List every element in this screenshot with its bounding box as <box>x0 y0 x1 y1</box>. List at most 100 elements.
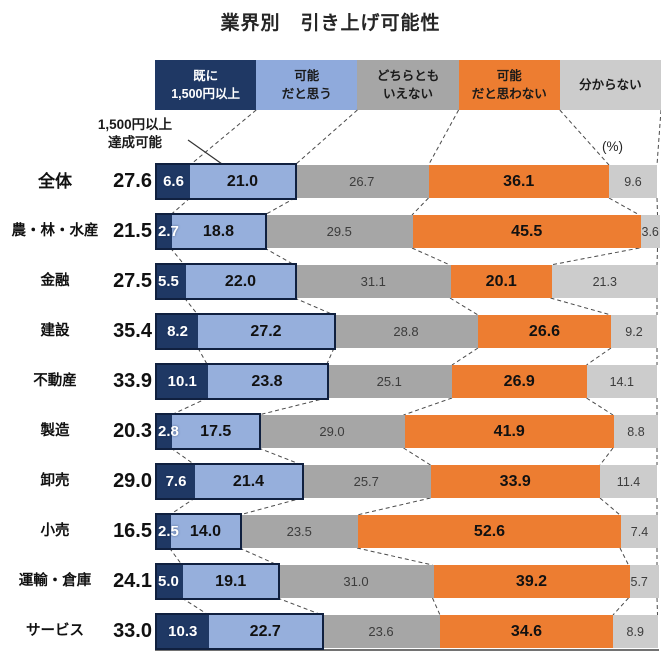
segment-value: 34.6 <box>510 622 543 640</box>
bar-segment: 14.0 <box>170 515 241 548</box>
bar-segment: 2.7 <box>157 215 179 248</box>
chart-row: サービス 33.0 10.3 22.7 23.6 34.6 8.9 <box>0 613 661 650</box>
bar-segment: 31.0 <box>278 565 434 598</box>
legend-item: 既に 1,500円以上 <box>155 60 257 110</box>
segment-value: 11.4 <box>616 474 641 489</box>
connector-line <box>197 347 208 366</box>
connector-line <box>432 597 441 616</box>
segment-value: 8.9 <box>626 624 644 639</box>
segment-value: 18.8 <box>202 222 235 240</box>
category-label: 全体 <box>38 172 72 191</box>
bar-segment: 7.6 <box>157 465 195 498</box>
segment-value: 14.1 <box>609 374 634 389</box>
segment-value: 22.0 <box>224 272 257 290</box>
segment-value: 9.6 <box>624 174 642 189</box>
segment-value: 8.8 <box>627 424 645 439</box>
legend-item-label: いえない <box>383 87 434 101</box>
bar-segment: 18.8 <box>171 215 266 248</box>
connector-line <box>277 597 323 616</box>
bar-segment: 2.5 <box>157 515 179 548</box>
connector-line <box>550 297 612 316</box>
connector-line <box>258 397 327 416</box>
bar-segment: 6.6 <box>157 165 190 198</box>
segment-value: 45.5 <box>511 222 543 240</box>
legend-item: 可能 だと思わない <box>458 60 560 110</box>
connector-line <box>656 247 658 266</box>
stacked-bar: 2.8 17.5 29.0 41.9 8.8 <box>157 415 658 448</box>
category-label: 小売 <box>40 523 70 539</box>
segment-value: 6.6 <box>163 173 184 190</box>
bar-segment: 9.2 <box>611 315 657 348</box>
category-label: 不動産 <box>33 373 77 389</box>
connector-line <box>170 197 191 216</box>
connector-line <box>449 297 479 316</box>
bar-segment: 39.2 <box>433 565 630 598</box>
achievable-total-value: 24.1 <box>113 570 152 592</box>
segment-value: 5.7 <box>630 574 648 589</box>
bar-segment: 36.1 <box>428 165 609 198</box>
achievable-total-value: 27.5 <box>113 270 152 292</box>
segment-value: 31.0 <box>343 574 369 589</box>
achievable-total-value: 33.9 <box>113 370 152 392</box>
connector-line <box>599 447 614 466</box>
chart-row: 金融 27.5 5.5 22.0 31.1 20.1 21.3 <box>0 263 661 300</box>
bar-segment: 5.7 <box>629 565 659 598</box>
connector-line <box>294 109 358 166</box>
segment-value: 5.0 <box>158 573 179 590</box>
segment-value: 19.1 <box>215 572 247 590</box>
segment-value: 25.7 <box>353 474 379 489</box>
bar-segment: 8.9 <box>613 615 658 648</box>
category-label: 金融 <box>40 273 70 289</box>
segment-value: 28.8 <box>393 324 419 339</box>
connector-line <box>608 197 640 216</box>
connector-line <box>656 197 658 216</box>
legend-item-label: だと思わない <box>471 87 547 101</box>
annotation-line2: 達成可能 <box>108 135 162 151</box>
connector-line <box>411 247 451 266</box>
segment-value: 23.6 <box>368 624 394 639</box>
stacked-bar: 5.5 22.0 31.1 20.1 21.3 <box>157 265 658 298</box>
connector-line <box>612 597 629 616</box>
bar-segment: 14.1 <box>586 365 657 398</box>
bar-segment: 21.3 <box>551 265 658 298</box>
bar-segment: 5.5 <box>157 265 186 298</box>
bar-segment: 23.8 <box>207 365 327 398</box>
annotation-achievable: 1,500円以上 達成可能 <box>70 116 200 152</box>
connector-line <box>184 297 199 316</box>
segment-value: 41.9 <box>493 422 525 440</box>
achievable-total-value: 20.3 <box>113 420 152 442</box>
annotation-leader-line <box>187 139 223 165</box>
bar-segment: 33.9 <box>430 465 600 498</box>
category-label: 製造 <box>40 423 70 439</box>
stacked-bar: 7.6 21.4 25.7 33.9 11.4 <box>157 465 657 498</box>
achievable-total-value: 29.0 <box>113 470 152 492</box>
chart-title: 業界別 引き上げ可能性 <box>220 13 441 34</box>
connector-line <box>264 197 296 216</box>
bar-segment: 34.6 <box>440 615 613 648</box>
connector-line <box>170 447 196 466</box>
legend: 既に 1,500円以上 可能 だと思う どちらとも いえない 可能 だと思わない 分からない <box>155 60 661 110</box>
achievable-total-value: 35.4 <box>113 320 152 342</box>
connector-line <box>181 597 209 616</box>
connector-line <box>586 397 614 416</box>
legend-item: 可能 だと思う <box>256 60 358 110</box>
bar-segment: 5.0 <box>157 565 183 598</box>
segment-value: 22.7 <box>249 622 281 640</box>
segment-value: 29.0 <box>319 424 345 439</box>
connector-line <box>428 109 460 166</box>
connector-line <box>619 547 629 566</box>
bar-segment: 2.8 <box>157 415 179 448</box>
connector-line <box>169 547 183 566</box>
bar-segment: 27.2 <box>198 315 334 348</box>
segment-value: 31.1 <box>360 274 386 289</box>
achievable-total-value: 21.5 <box>113 220 152 242</box>
segment-value: 26.6 <box>528 322 561 340</box>
segment-value: 52.6 <box>473 522 506 540</box>
bar-segment: 25.1 <box>326 365 452 398</box>
segment-value: 23.8 <box>251 372 283 390</box>
stacked-bar: 5.0 19.1 31.0 39.2 5.7 <box>157 565 659 598</box>
legend-item-label: 既に <box>193 68 219 83</box>
chart-row: 建設 35.4 8.2 27.2 28.8 26.6 9.2 <box>0 313 661 350</box>
stacked-bar: 10.1 23.8 25.1 26.9 14.1 <box>157 365 657 398</box>
